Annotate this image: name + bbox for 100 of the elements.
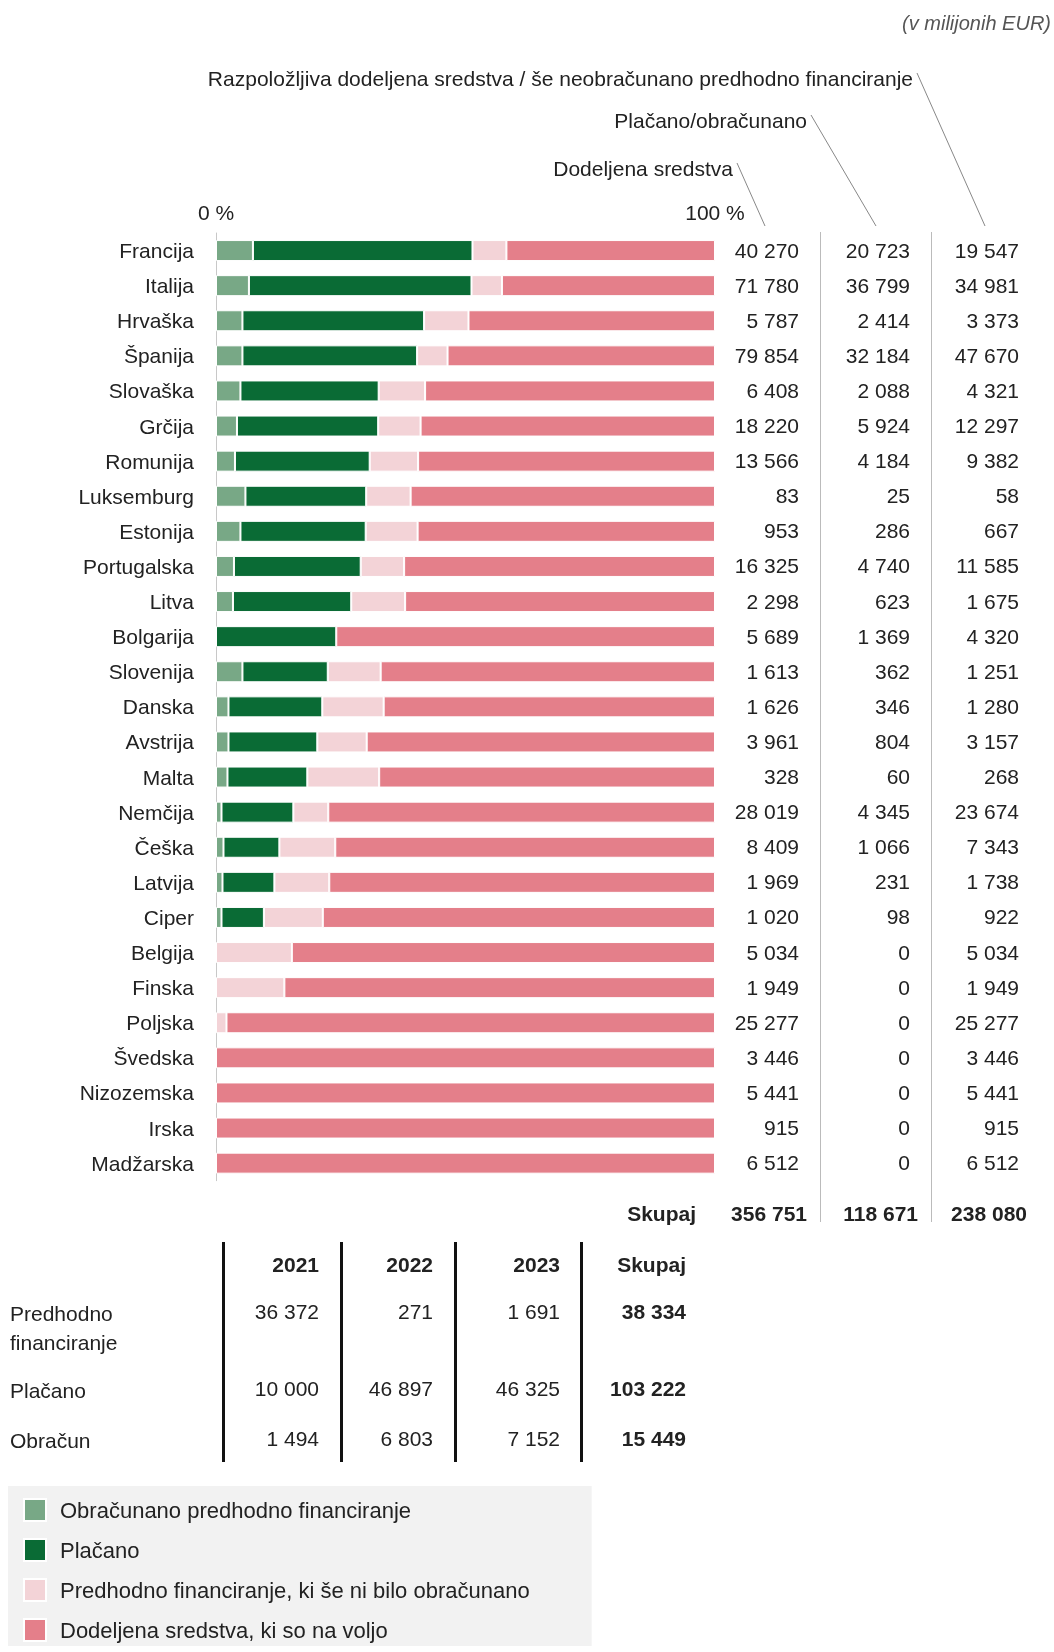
- legend-label: Dodeljena sredstva, ki so na voljo: [60, 1617, 388, 1643]
- text: 38 334: [621, 1300, 686, 1324]
- y-tick-label: Irska: [148, 1116, 195, 1140]
- y-tick-label: Avstrija: [125, 730, 195, 754]
- legend-label: Predhodno financiranje, ki še ni bilo obračunano: [60, 1577, 530, 1603]
- category-label: 2023: [513, 1252, 560, 1278]
- text: 0: [898, 976, 910, 1000]
- text: 5 034: [746, 940, 799, 964]
- y-tick-label: Bolgarija: [112, 625, 195, 649]
- y-tick-label: Nizozemska: [79, 1081, 195, 1105]
- category-label: Dodeljena sredstva: [553, 156, 733, 182]
- text: 231: [874, 870, 910, 894]
- text: 4 345: [857, 800, 910, 824]
- category-label: Skupaj: [617, 1252, 686, 1278]
- text: 25 277: [734, 1011, 799, 1035]
- y-tick-label: Grčija: [139, 414, 195, 438]
- text: 1 280: [966, 695, 1019, 719]
- text: 16 325: [734, 554, 799, 578]
- text: 23 674: [954, 800, 1019, 824]
- y-tick-label: Slovenija: [108, 660, 195, 684]
- text: 11 585: [956, 554, 1019, 578]
- y-tick-label: Madžarska: [91, 1151, 195, 1175]
- y-tick-label: Luksemburg: [78, 484, 194, 508]
- text: 286: [874, 519, 910, 543]
- text: 2 298: [746, 589, 799, 613]
- text: Skupaj: [627, 1201, 696, 1227]
- y-tick-label: Ciper: [143, 905, 194, 929]
- text: 1 949: [746, 976, 799, 1000]
- legend-label: Obračunano predhodno financiranje: [60, 1497, 412, 1523]
- y-tick-label: Slovaška: [108, 379, 195, 403]
- text: 5 034: [966, 940, 1019, 964]
- text: 25 277: [954, 1011, 1019, 1035]
- text: 58: [995, 484, 1019, 508]
- category-label: Razpoložljiva dodeljena sredstva / še neobračunano predhodno financiranje: [207, 66, 913, 92]
- text: 98: [886, 905, 910, 929]
- text: 667: [983, 519, 1019, 543]
- text: 83: [775, 484, 799, 508]
- y-tick-label: Švedska: [113, 1046, 195, 1070]
- text: 0: [898, 1011, 910, 1035]
- text: 1 020: [746, 905, 799, 929]
- y-tick-label: Portugalska: [83, 554, 195, 578]
- y-tick-label: Malta: [142, 765, 195, 789]
- bar: [216, 1117, 715, 1139]
- y-tick-label: Španija: [123, 344, 195, 368]
- text: 356 751: [731, 1202, 807, 1226]
- y-tick-label: Italija: [144, 274, 195, 298]
- text: 6 512: [746, 1151, 799, 1175]
- text: 0: [898, 1046, 910, 1070]
- category-label: Predhodno financiranje: [10, 1302, 118, 1354]
- text: 1 494: [266, 1427, 319, 1451]
- text: 10 000: [254, 1377, 319, 1401]
- category-label: Obračun: [10, 1429, 91, 1452]
- category-label: 2021: [272, 1252, 319, 1278]
- text: 47 670: [954, 344, 1019, 368]
- text: 7 152: [507, 1427, 560, 1451]
- text: 79 854: [734, 344, 799, 368]
- text: 3 446: [966, 1046, 1019, 1070]
- text: 7 343: [966, 835, 1019, 859]
- category-label: Plačano/obračunano: [614, 108, 807, 134]
- text: 118 671: [843, 1202, 918, 1226]
- text: 34 981: [954, 274, 1019, 298]
- y-tick-label: Litva: [149, 590, 195, 614]
- text: 2 088: [857, 379, 910, 403]
- text: 4 320: [966, 625, 1019, 649]
- text: 1 969: [746, 870, 799, 894]
- y-tick-label: Finska: [132, 976, 195, 1000]
- text: 1 066: [857, 835, 910, 859]
- category-label: 2022: [386, 1252, 433, 1278]
- text: 268: [983, 765, 1019, 789]
- text: 71 780: [734, 274, 799, 298]
- text: 1 675: [966, 589, 1019, 613]
- text: 19 547: [954, 238, 1019, 262]
- text: 6 512: [966, 1151, 1019, 1175]
- text: 922: [983, 905, 1019, 929]
- text: 3 961: [746, 730, 799, 754]
- text: 0: [898, 1081, 910, 1105]
- text: 36 799: [845, 274, 910, 298]
- text: 3 446: [746, 1046, 799, 1070]
- text: 804: [874, 730, 910, 754]
- x-tick-label: 100 %: [685, 201, 745, 224]
- text: 4 184: [857, 449, 910, 473]
- text: 238 080: [951, 1202, 1027, 1226]
- text: (v milijonih EUR): [902, 11, 1051, 35]
- text: 328: [763, 765, 799, 789]
- text: 915: [763, 1116, 799, 1140]
- text: 2 414: [857, 309, 910, 333]
- text: 0: [898, 1116, 910, 1140]
- text: 953: [763, 519, 799, 543]
- text: 1 369: [857, 625, 910, 649]
- text: 46 897: [368, 1377, 433, 1401]
- text: 0: [898, 1151, 910, 1175]
- text: 46 325: [495, 1377, 560, 1401]
- text: 25: [886, 484, 910, 508]
- text: 623: [874, 589, 910, 613]
- bar: [216, 1047, 715, 1069]
- text: 28 019: [734, 800, 799, 824]
- text: 1 613: [746, 660, 799, 684]
- text: 6 408: [746, 379, 799, 403]
- y-tick-label: Poljska: [126, 1011, 195, 1035]
- y-tick-label: Danska: [122, 695, 195, 719]
